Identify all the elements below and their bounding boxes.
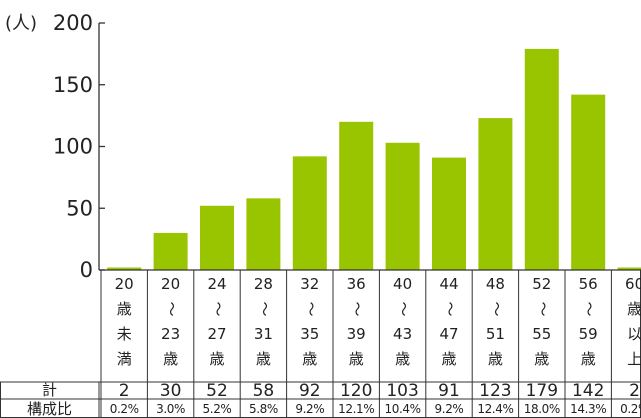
x-category-label: 歳: [627, 300, 641, 318]
ratio-cell: 0.2%: [110, 402, 139, 416]
x-category-label: 歳: [349, 350, 364, 368]
bar: [107, 267, 142, 270]
count-cell: 2: [629, 381, 640, 401]
ratio-cell: 3.0%: [156, 402, 185, 416]
x-category-label: 歳: [302, 350, 317, 368]
x-category-label: 35: [300, 325, 319, 343]
row-header-ratio: 構成比: [27, 400, 72, 418]
x-category-label: 47: [439, 325, 458, 343]
bar: [153, 232, 188, 270]
x-category-label: 〜: [348, 301, 366, 316]
x-category-label: 歳: [395, 350, 410, 368]
y-tick-label: 50: [66, 196, 93, 220]
x-category-label: 36: [347, 275, 366, 293]
x-category-label: 〜: [302, 301, 320, 316]
ratio-cell: 9.2%: [435, 402, 464, 416]
bar: [385, 142, 420, 270]
x-category-label: 歳: [441, 350, 456, 368]
y-tick-label: 200: [53, 11, 93, 35]
x-category-label: 52: [532, 275, 551, 293]
row-header-count: 計: [42, 381, 57, 399]
bar: [246, 198, 281, 270]
x-category-label: 以: [627, 325, 641, 343]
x-category-label: 〜: [487, 301, 505, 316]
ratio-cell: 12.4%: [477, 402, 513, 416]
x-category-label: 51: [486, 325, 505, 343]
y-tick-label: 100: [53, 135, 93, 159]
count-cell: 92: [299, 381, 321, 401]
x-category-label: 31: [254, 325, 273, 343]
x-category-label: 歳: [488, 350, 503, 368]
x-category-label: 歳: [534, 350, 549, 368]
count-cell: 30: [160, 381, 182, 401]
x-category-label: 59: [579, 325, 598, 343]
y-tick-label: 0: [80, 258, 93, 282]
x-category-label: 56: [579, 275, 598, 293]
x-category-label: 43: [393, 325, 412, 343]
count-cell: 123: [479, 381, 511, 401]
count-cell: 103: [386, 381, 418, 401]
x-category-label: 24: [207, 275, 226, 293]
x-category-label: 歳: [256, 350, 271, 368]
ratio-cell: 0.2%: [620, 402, 641, 416]
count-cell: 2: [119, 381, 130, 401]
count-cell: 120: [340, 381, 372, 401]
count-cell: 179: [526, 381, 558, 401]
x-category-label: 20: [115, 275, 134, 293]
ratio-cell: 14.3%: [570, 402, 606, 416]
ratio-cell: 9.2%: [295, 402, 324, 416]
x-category-label: 60: [625, 275, 641, 293]
y-unit-label: (人): [5, 13, 37, 34]
count-cell: 58: [253, 381, 275, 401]
bar: [617, 267, 641, 270]
ratio-cell: 5.8%: [249, 402, 278, 416]
x-category-label: 歳: [209, 350, 224, 368]
count-cell: 91: [438, 381, 460, 401]
x-category-label: 40: [393, 275, 412, 293]
bar: [571, 94, 606, 270]
x-category-label: 〜: [441, 301, 459, 316]
x-category-label: 〜: [209, 301, 227, 316]
x-category-label: 〜: [163, 301, 181, 316]
x-category-label: 歳: [581, 350, 596, 368]
ratio-cell: 5.2%: [203, 402, 232, 416]
x-category-label: 〜: [580, 301, 598, 316]
x-category-label: 27: [207, 325, 226, 343]
x-category-label: 歳: [117, 300, 132, 318]
x-category-label: 上: [627, 350, 641, 368]
bar: [200, 205, 234, 270]
count-cell: 52: [206, 381, 228, 401]
x-category-label: 〜: [534, 301, 552, 316]
count-cell: 142: [572, 381, 604, 401]
bar: [524, 48, 559, 271]
x-category-label: 44: [439, 275, 458, 293]
x-category-label: 28: [254, 275, 273, 293]
x-category-label: 20: [161, 275, 180, 293]
bar: [339, 121, 374, 270]
x-category-label: 歳: [163, 350, 178, 368]
x-category-label: 55: [532, 325, 551, 343]
ratio-cell: 10.4%: [385, 402, 421, 416]
x-category-label: 48: [486, 275, 505, 293]
x-category-label: 39: [347, 325, 366, 343]
y-tick-label: 150: [53, 73, 93, 97]
bar: [292, 156, 327, 270]
bar: [432, 157, 466, 270]
x-category-label: 未: [117, 325, 132, 343]
x-category-label: 32: [300, 275, 319, 293]
x-category-label: 〜: [395, 301, 413, 316]
x-category-label: 23: [161, 325, 180, 343]
x-category-label: 満: [117, 350, 132, 368]
ratio-cell: 18.0%: [524, 402, 560, 416]
x-category-label: 〜: [255, 301, 273, 316]
bar: [478, 118, 513, 270]
ratio-cell: 12.1%: [338, 402, 374, 416]
